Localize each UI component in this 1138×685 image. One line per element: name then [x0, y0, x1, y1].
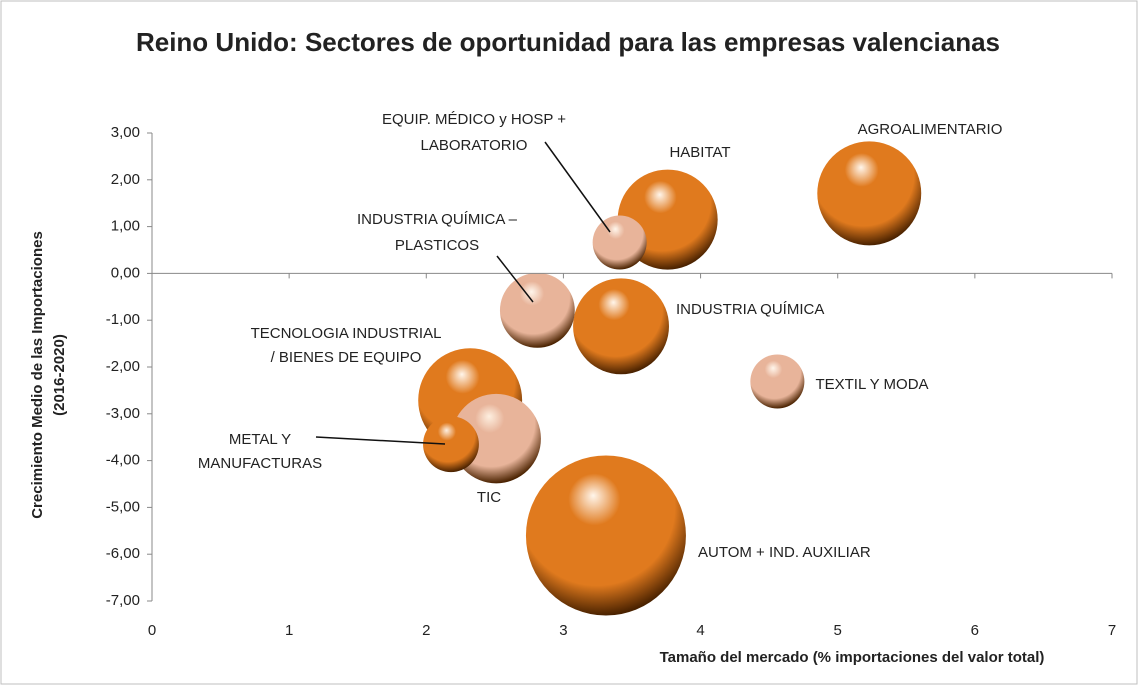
- y-axis-title: Crecimiento Medio de las Importaciones: [29, 231, 46, 519]
- x-tick-label: 7: [1108, 622, 1116, 639]
- data-label: AUTOM + IND. AUXILIAR: [698, 544, 871, 561]
- x-tick-label: 0: [148, 622, 156, 639]
- data-label: LABORATORIO: [421, 137, 528, 154]
- data-label: INDUSTRIA QUÍMICA –: [357, 211, 518, 228]
- bubble: [499, 272, 575, 348]
- data-label: PLASTICOS: [395, 237, 479, 254]
- y-tick-label: 3,00: [111, 124, 140, 141]
- data-label: TIC: [477, 489, 501, 506]
- y-tick-label: -5,00: [106, 498, 140, 515]
- y-tick-label: -6,00: [106, 545, 140, 562]
- y-tick-label: -7,00: [106, 592, 140, 609]
- leader-line: [496, 255, 534, 303]
- bubble: [525, 455, 686, 616]
- x-tick-label: 5: [834, 622, 842, 639]
- data-label: HABITAT: [669, 144, 730, 161]
- bubbles: [418, 141, 922, 616]
- y-tick-label: -1,00: [106, 311, 140, 328]
- data-label: AGROALIMENTARIO: [858, 121, 1003, 138]
- leader-line: [544, 141, 611, 233]
- bubble: [423, 416, 479, 473]
- x-tick-label: 4: [696, 622, 704, 639]
- y-tick-label: -2,00: [106, 358, 140, 375]
- data-label: TECNOLOGIA INDUSTRIAL: [251, 325, 442, 342]
- x-tick-label: 3: [559, 622, 567, 639]
- data-label: INDUSTRIA QUÍMICA: [676, 301, 824, 318]
- x-tick-label: 2: [422, 622, 430, 639]
- bubble: [817, 141, 922, 246]
- y-tick-label: 0,00: [111, 264, 140, 281]
- x-tick-label: 1: [285, 622, 293, 639]
- data-label: TEXTIL Y MODA: [815, 376, 928, 393]
- overlay: 3,00 2,00 1,00 0,00 -1,00 -2,00 -3,00 -4,00 -5,0…: [106, 111, 1116, 639]
- bubble: [573, 278, 669, 375]
- y-tick-label: -3,00: [106, 405, 140, 422]
- data-label: METAL Y: [229, 431, 291, 448]
- leader-line: [315, 436, 446, 445]
- bubble: [750, 354, 805, 409]
- data-label: MANUFACTURAS: [198, 455, 322, 472]
- y-axis-title: (2016-2020): [51, 334, 68, 416]
- y-tick-label: 2,00: [111, 171, 140, 188]
- chart-title: Reino Unido: Sectores de oportunidad par…: [136, 27, 1000, 57]
- y-tick-label: -4,00: [106, 452, 140, 469]
- x-axis-title: Tamaño del mercado (% importaciones del …: [660, 649, 1045, 666]
- y-tick-label: 1,00: [111, 218, 140, 235]
- data-label: EQUIP. MÉDICO y HOSP +: [382, 111, 566, 128]
- bubble: [592, 215, 647, 270]
- data-label: / BIENES DE EQUIPO: [271, 349, 422, 366]
- bubble: [451, 393, 541, 484]
- x-tick-label: 6: [971, 622, 979, 639]
